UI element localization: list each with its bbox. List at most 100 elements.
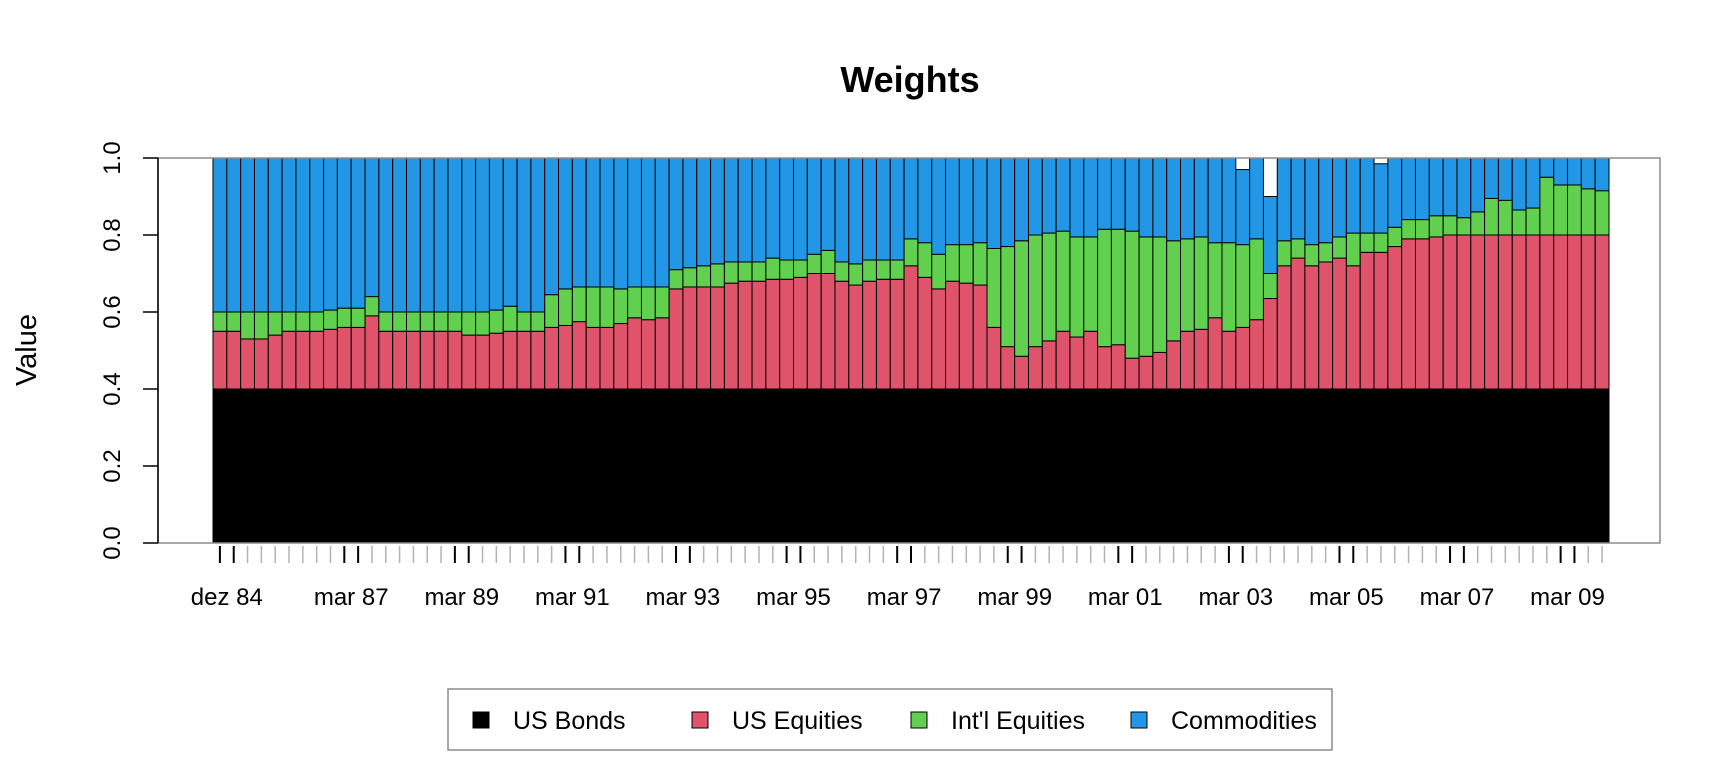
bar-segment-int-l-equities: [461, 311, 477, 336]
bar-segment-commodities: [1249, 157, 1264, 240]
bar-segment-us-equities: [1055, 330, 1071, 390]
bar-segment-commodities: [682, 157, 698, 269]
bar-segment-us-equities: [613, 323, 629, 390]
bar-segment-us-bonds: [1553, 388, 1569, 544]
bar-segment-us-equities: [737, 280, 753, 390]
bar-segment-int-l-equities: [723, 261, 739, 284]
bar-segment-commodities: [240, 157, 255, 313]
bar-segment-us-equities: [1166, 340, 1182, 390]
bar-segment-us-equities: [682, 286, 698, 390]
bar-segment-commodities: [751, 157, 767, 263]
bar-segment-int-l-equities: [1456, 217, 1472, 236]
bar-segment-us-bonds: [1138, 388, 1154, 544]
bar-segment-us-equities: [1594, 234, 1610, 390]
bar-segment-us-bonds: [1235, 388, 1251, 544]
bar-segment-us-equities: [1207, 317, 1223, 390]
bar-segment-us-bonds: [862, 388, 877, 544]
bar-segment-us-bonds: [433, 388, 449, 544]
bar-segment-int-l-equities: [253, 311, 269, 340]
bar-segment-commodities: [1332, 157, 1347, 238]
bar-segment-us-bonds: [267, 388, 283, 544]
bar-segment-us-equities: [1442, 234, 1458, 390]
bar-segment-commodities: [1097, 157, 1112, 230]
bar-segment-int-l-equities: [1110, 228, 1126, 346]
bar-segment-commodities: [516, 157, 532, 313]
bar-segment-int-l-equities: [1041, 232, 1057, 342]
bar-segment-us-equities: [1580, 234, 1596, 390]
bar-segment-int-l-equities: [1415, 219, 1430, 240]
bar-segment-int-l-equities: [364, 296, 380, 317]
bar-segment-us-equities: [917, 276, 933, 390]
bar-segment-us-equities: [309, 330, 325, 390]
bar-segment-int-l-equities: [972, 242, 988, 286]
bar-segment-commodities: [1428, 157, 1444, 217]
bar-segment-int-l-equities: [502, 305, 518, 332]
bar-segment-int-l-equities: [1484, 197, 1499, 236]
bar-segment-us-bonds: [1262, 388, 1278, 544]
bar-segment-int-l-equities: [544, 294, 560, 328]
bar-segment-int-l-equities: [281, 311, 297, 332]
x-tick-label: mar 95: [756, 584, 831, 611]
bar-segment-us-equities: [1262, 298, 1278, 390]
bar-segment-commodities: [488, 157, 504, 311]
legend-label: US Equities: [732, 707, 863, 735]
bar-segment-us-equities: [1249, 319, 1264, 390]
bar-segment-commodities: [447, 157, 463, 313]
bar-segment-us-bonds: [336, 388, 352, 544]
y-axis-title: Value: [11, 314, 43, 386]
bar-segment-us-equities: [502, 330, 518, 390]
bar-segment-us-bonds: [530, 388, 546, 544]
bar-segment-us-equities: [931, 288, 947, 390]
bar-segment-commodities: [461, 157, 477, 313]
bar-segment-commodities: [793, 157, 808, 261]
bar-segment-commodities: [958, 157, 974, 246]
bar-segment-us-equities: [793, 276, 808, 390]
legend-label: Commodities: [1171, 707, 1317, 735]
bar-segment-int-l-equities: [1553, 184, 1569, 236]
bar-segment-int-l-equities: [1387, 226, 1403, 248]
bar-segment-us-bonds: [931, 388, 947, 544]
bar-segment-int-l-equities: [419, 311, 435, 332]
bar-segment-int-l-equities: [309, 311, 325, 332]
bar-segment-int-l-equities: [710, 263, 725, 288]
bar-segment-us-bonds: [875, 388, 891, 544]
bar-segment-commodities: [862, 157, 877, 261]
bar-segment-commodities: [1000, 157, 1016, 248]
bar-segment-commodities: [875, 157, 891, 261]
bar-segment-us-bonds: [682, 388, 698, 544]
bar-segment-commodities: [502, 157, 518, 307]
bar-segment-int-l-equities: [1470, 211, 1486, 236]
bar-segment-us-equities: [599, 326, 615, 390]
bar-segment-us-bonds: [558, 388, 573, 544]
bar-segment-us-equities: [240, 338, 255, 390]
bar-segment-us-bonds: [447, 388, 463, 544]
legend-swatch: [1130, 711, 1148, 729]
bar-segment-us-equities: [1221, 330, 1237, 390]
bar-segment-int-l-equities: [1497, 199, 1513, 236]
bar-segment-us-bonds: [1097, 388, 1112, 544]
bar-segment-int-l-equities: [1332, 236, 1347, 259]
bar-segment-us-bonds: [378, 388, 394, 544]
bar-segment-commodities: [1456, 157, 1472, 219]
bar-segment-int-l-equities: [267, 311, 283, 336]
bar-segment-us-equities: [1332, 257, 1347, 390]
bar-segment-commodities: [931, 157, 947, 255]
bar-segment-us-bonds: [1525, 388, 1541, 544]
bar-segment-int-l-equities: [613, 288, 629, 325]
x-tick-label: mar 01: [1088, 584, 1163, 611]
bar-segment-us-equities: [392, 330, 407, 390]
x-tick-label: mar 99: [977, 584, 1052, 611]
bar-segment-us-bonds: [889, 388, 905, 544]
bar-segment-us-bonds: [599, 388, 615, 544]
bar-segment-us-equities: [1083, 330, 1099, 390]
bar-segment-us-bonds: [461, 388, 477, 544]
bar-segment-us-bonds: [1470, 388, 1486, 544]
x-tick-label: mar 05: [1309, 584, 1384, 611]
bar-segment-us-equities: [516, 330, 532, 390]
bar-segment-commodities: [1553, 157, 1569, 186]
bar-segment-us-bonds: [1000, 388, 1016, 544]
bar-segment-us-equities: [419, 330, 435, 390]
bar-segment-commodities: [1235, 169, 1251, 246]
bar-segment-us-equities: [447, 330, 463, 390]
